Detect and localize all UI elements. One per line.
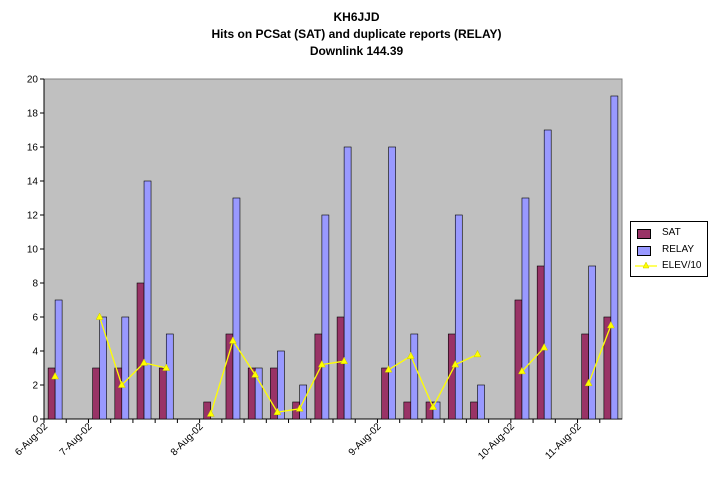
x-tick-label: 9-Aug-02 (347, 421, 384, 458)
legend-label-elev: ELEV/10 (662, 260, 702, 271)
bar-relay (521, 197, 530, 420)
bar-sat (225, 333, 234, 420)
legend-swatch-elev (635, 261, 657, 269)
legend-swatch-sat (637, 229, 651, 239)
x-tick-label: 10-Aug-02 (476, 421, 517, 462)
bar-sat (470, 401, 478, 420)
chart-subtitle-line-2: Downlink 144.39 (309, 44, 404, 58)
bar-relay (432, 401, 441, 420)
point-elev (518, 366, 526, 375)
chart-subtitle-line-1: Hits on PCSat (SAT) and duplicate report… (211, 27, 502, 41)
point-elev (273, 407, 282, 415)
bar-relay (543, 129, 552, 420)
x-tick-label: 6-Aug-02 (13, 421, 50, 458)
point-elev (229, 336, 237, 344)
bar-relay (277, 350, 285, 420)
bar-sat (92, 367, 100, 420)
bar-relay (454, 214, 463, 420)
x-tick-label: 8-Aug-02 (169, 421, 206, 458)
bar-sat (136, 282, 145, 420)
y-tick-label: 20 (27, 75, 39, 86)
bar-relay (121, 316, 130, 420)
y-tick-label: 8 (32, 279, 38, 290)
line-elev (588, 325, 612, 384)
legend-swatch-relay (637, 246, 651, 256)
point-elev (51, 371, 60, 380)
point-elev (162, 363, 171, 371)
y-tick-label: 6 (32, 313, 38, 324)
point-elev (140, 358, 148, 366)
y-tick-label: 16 (27, 143, 39, 154)
point-elev (95, 312, 104, 320)
point-elev (406, 351, 415, 359)
bar-relay (232, 197, 241, 420)
bar-relay (54, 299, 63, 420)
point-elev (340, 356, 349, 364)
y-tick-label: 2 (32, 381, 38, 392)
legend: SAT RELAY ELEV/10 (630, 221, 708, 277)
y-tick-label: 12 (27, 211, 39, 222)
point-elev (206, 409, 215, 417)
point-elev (606, 320, 615, 329)
point-elev (473, 349, 482, 358)
bar-relay (388, 146, 396, 420)
point-elev (251, 370, 260, 378)
point-elev (540, 343, 549, 351)
y-tick-label: 18 (27, 109, 39, 120)
x-tick-label: 7-Aug-02 (58, 421, 95, 458)
bar-sat (514, 299, 523, 420)
y-tick-label: 10 (27, 245, 39, 256)
point-elev (451, 360, 460, 368)
legend-label-sat: SAT (662, 227, 681, 238)
y-tick-label: 14 (27, 177, 39, 188)
bar-sat (381, 367, 389, 420)
bar-sat (158, 367, 167, 420)
bar-sat (403, 401, 412, 420)
line-elev (98, 316, 167, 387)
point-elev (429, 402, 437, 410)
bar-sat (336, 316, 345, 420)
bar-relay (321, 214, 330, 420)
bar-relay (410, 333, 419, 420)
x-tick-label: 11-Aug-02 (543, 421, 584, 462)
bar-sat (603, 316, 612, 420)
chart-title: KH6JJD (333, 10, 380, 24)
plot-background (43, 78, 623, 420)
bar-relay (165, 333, 174, 420)
bar-relay (99, 316, 107, 420)
bar-relay (343, 146, 352, 420)
bar-relay (477, 384, 485, 420)
bar-sat (536, 265, 545, 420)
bar-relay (143, 180, 152, 420)
point-elev (317, 360, 326, 368)
legend-label-relay: RELAY (662, 244, 695, 255)
bar-sat (581, 333, 589, 420)
bar-relay (610, 95, 619, 420)
y-tick-label: 4 (32, 347, 38, 358)
point-elev (384, 365, 393, 373)
point-elev (584, 378, 593, 387)
bar-relay (588, 265, 596, 420)
line-elev (521, 347, 545, 372)
point-elev (117, 380, 126, 388)
point-elev (295, 404, 304, 412)
bar-relay (254, 367, 263, 420)
y-tick-label: 0 (32, 415, 38, 426)
